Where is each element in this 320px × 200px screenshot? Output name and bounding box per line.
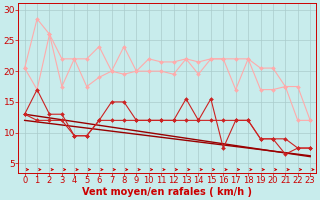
X-axis label: Vent moyen/en rafales ( km/h ): Vent moyen/en rafales ( km/h ) xyxy=(83,187,252,197)
